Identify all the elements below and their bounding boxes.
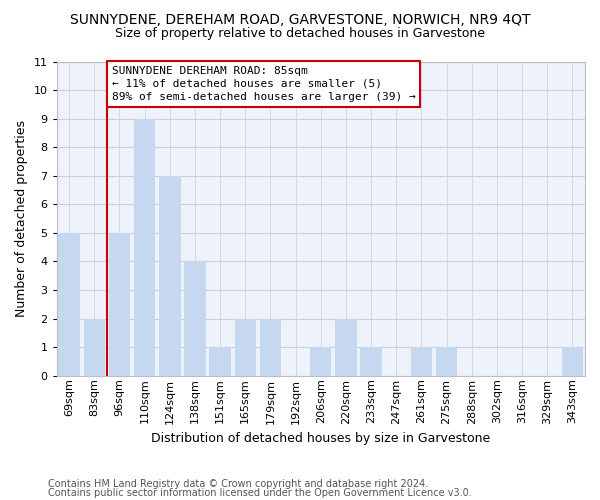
Bar xyxy=(83,318,105,376)
Bar xyxy=(411,347,432,376)
Bar xyxy=(335,318,356,376)
Bar xyxy=(159,176,181,376)
X-axis label: Distribution of detached houses by size in Garvestone: Distribution of detached houses by size … xyxy=(151,432,490,445)
Text: SUNNYDENE DEREHAM ROAD: 85sqm
← 11% of detached houses are smaller (5)
89% of se: SUNNYDENE DEREHAM ROAD: 85sqm ← 11% of d… xyxy=(112,66,416,102)
Bar xyxy=(58,233,80,376)
Bar xyxy=(209,347,231,376)
Bar xyxy=(562,347,583,376)
Bar xyxy=(235,318,256,376)
Text: Contains HM Land Registry data © Crown copyright and database right 2024.: Contains HM Land Registry data © Crown c… xyxy=(48,479,428,489)
Bar xyxy=(361,347,382,376)
Bar xyxy=(184,262,206,376)
Bar xyxy=(436,347,457,376)
Text: SUNNYDENE, DEREHAM ROAD, GARVESTONE, NORWICH, NR9 4QT: SUNNYDENE, DEREHAM ROAD, GARVESTONE, NOR… xyxy=(70,12,530,26)
Text: Size of property relative to detached houses in Garvestone: Size of property relative to detached ho… xyxy=(115,28,485,40)
Y-axis label: Number of detached properties: Number of detached properties xyxy=(15,120,28,317)
Bar xyxy=(260,318,281,376)
Bar xyxy=(134,118,155,376)
Text: Contains public sector information licensed under the Open Government Licence v3: Contains public sector information licen… xyxy=(48,488,472,498)
Bar xyxy=(109,233,130,376)
Bar xyxy=(310,347,331,376)
